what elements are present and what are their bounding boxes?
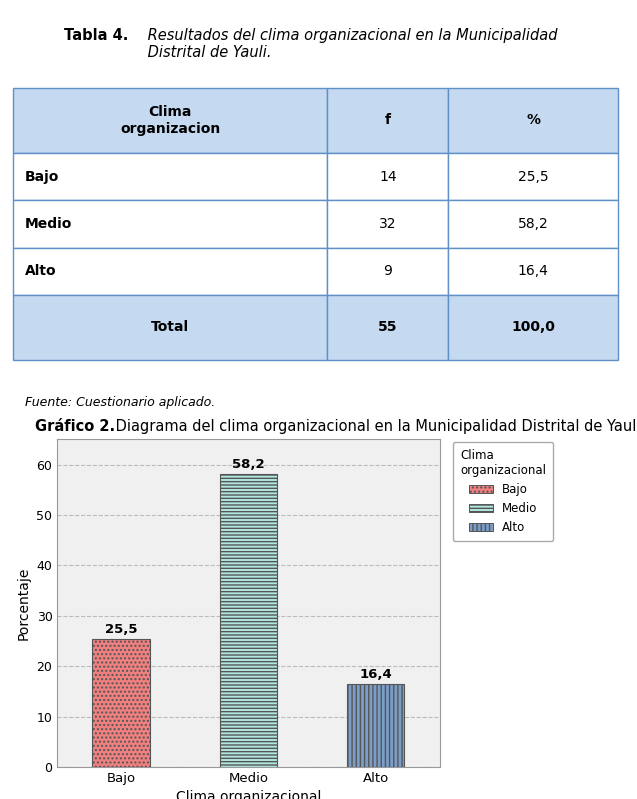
FancyBboxPatch shape [448,153,618,201]
Text: Diagrama del clima organizacional en la Municipalidad Distrital de Yauli.: Diagrama del clima organizacional en la … [111,419,637,435]
FancyBboxPatch shape [448,88,618,153]
FancyBboxPatch shape [448,201,618,248]
FancyBboxPatch shape [13,201,327,248]
FancyBboxPatch shape [448,295,618,360]
FancyBboxPatch shape [13,295,327,360]
Bar [92,638,150,767]
FancyBboxPatch shape [13,248,327,295]
Bar [220,474,277,767]
Text: Tabla 4.: Tabla 4. [64,28,128,43]
Bar [347,685,404,767]
Text: Total: Total [151,320,189,334]
FancyBboxPatch shape [327,88,448,153]
Text: f: f [385,113,391,127]
FancyBboxPatch shape [13,153,327,201]
Y-axis label: Porcentaje: Porcentaje [17,566,31,640]
Text: 25,5: 25,5 [518,169,548,184]
FancyBboxPatch shape [327,295,448,360]
X-axis label: Clima organizacional: Clima organizacional [176,790,321,799]
Text: Fuente: Cuestionario aplicado.: Fuente: Cuestionario aplicado. [25,396,216,408]
Text: 58,2: 58,2 [232,458,265,471]
FancyBboxPatch shape [327,248,448,295]
Text: Clima
organizacion: Clima organizacion [120,105,220,136]
Text: Alto: Alto [25,264,57,278]
Text: 14: 14 [379,169,397,184]
Text: 58,2: 58,2 [518,217,548,231]
FancyBboxPatch shape [327,201,448,248]
Text: 16,4: 16,4 [359,668,392,682]
Text: Bajo: Bajo [25,169,59,184]
Text: Gráfico 2.: Gráfico 2. [35,419,115,435]
Text: Medio: Medio [25,217,72,231]
Text: 9: 9 [383,264,392,278]
Legend: Bajo, Medio, Alto: Bajo, Medio, Alto [453,442,554,541]
Text: 16,4: 16,4 [518,264,548,278]
FancyBboxPatch shape [13,88,327,153]
FancyBboxPatch shape [327,153,448,201]
Text: 55: 55 [378,320,397,334]
Text: 100,0: 100,0 [512,320,555,334]
Text: 25,5: 25,5 [104,622,138,635]
Text: 32: 32 [379,217,397,231]
FancyBboxPatch shape [448,248,618,295]
Text: Resultados del clima organizacional en la Municipalidad
 Distrital de Yauli.: Resultados del clima organizacional en l… [143,28,558,61]
Text: %: % [526,113,540,127]
